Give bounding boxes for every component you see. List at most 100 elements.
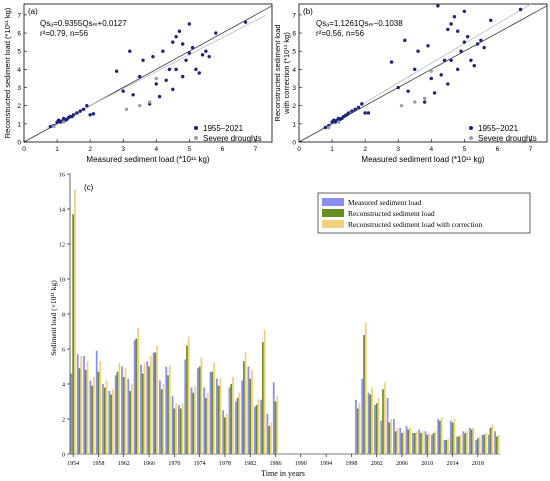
- panel-c-bar-s0-1984: [260, 399, 262, 454]
- panel-c-bar-s0-1969: [165, 366, 168, 454]
- panel-c-bar-s0-1959: [102, 384, 104, 454]
- panel-c-bar-s2-2020: [491, 424, 494, 454]
- panel-c-xtick-label-0: 1954: [67, 461, 79, 467]
- panel-c-bar-s0-1971: [178, 405, 180, 454]
- panel-c-bar-s1-1974: [198, 366, 201, 454]
- panel-c-bar-s2-2008: [415, 431, 418, 454]
- panel-a-point-s0-28: [157, 94, 162, 99]
- panel-c-bar-s0-1968: [159, 380, 161, 454]
- panel-c-bar-s1-2010: [426, 434, 429, 454]
- panel-c-ytick-label-8: 16: [59, 173, 65, 179]
- panel-a-point-s0-43: [194, 67, 198, 72]
- panel-c-xtick-label-11: 1998: [345, 461, 357, 467]
- panel-c-bar-s2-2021: [497, 434, 500, 454]
- panel-c-bar-s2-2011: [434, 431, 437, 454]
- panel-a-xtick-label-7: 7: [254, 146, 258, 153]
- panel-c-bar-s2-2010: [428, 433, 430, 454]
- panel-c-bar-s2-1954: [74, 189, 76, 454]
- panel-c-bar-s2-1959: [105, 380, 108, 454]
- panel-b-ytick-label-5: 5: [292, 49, 296, 56]
- panel-c-bar-s0-1955: [76, 354, 79, 454]
- panel-c-legend-label-1: Measured sediment load: [348, 198, 422, 207]
- panel-c-bar-s2-1977: [219, 378, 222, 454]
- panel-c-bar-s1-1980: [236, 398, 239, 454]
- panel-b-label: (b): [303, 7, 313, 16]
- panel-a-point-s0-16: [85, 103, 89, 108]
- panel-c-bar-s1-1981: [243, 361, 245, 454]
- panel-b-point-s0-19: [389, 60, 394, 64]
- panel-c-bar-s0-1983: [253, 406, 256, 454]
- panel-c-bar-s1-1978: [224, 417, 226, 454]
- panel-c-bar-s1-1986: [274, 401, 277, 454]
- panel-a-frame: [23, 3, 273, 143]
- panel-a-point-s0-32: [171, 40, 175, 44]
- panel-c-bar-s0-2002: [374, 405, 376, 454]
- panel-c-bar-s2-2009: [421, 431, 424, 454]
- panel-c-xtick-label-15: 2014: [447, 461, 459, 467]
- panel-c-xtick-label-6: 1978: [219, 461, 231, 467]
- panel-a-point-s0-13: [75, 111, 79, 115]
- panel-c-bar-s2-2005: [396, 427, 399, 454]
- panel-c-bar-s1-1969: [167, 375, 169, 454]
- panel-b-ytick-label-4: 4: [292, 67, 296, 74]
- panel-c-bar-s2-1983: [257, 399, 260, 454]
- panel-a-xtick-label-1: 1: [55, 146, 59, 153]
- panel-c-bar-s0-2010: [424, 431, 427, 454]
- panel-c-xtick-label-14: 2010: [421, 461, 433, 467]
- panel-c-bar-s1-1971: [179, 408, 182, 454]
- panel-b-equation: Qsₐ=1.1261Qsₘ−0.1038: [316, 19, 403, 28]
- panel-b-xtick-label-1: 1: [330, 146, 334, 153]
- panel-c-bar-s0-2007: [405, 426, 408, 454]
- panel-c-legend-swatch-3: [322, 220, 344, 228]
- panel-c-bar-s2-1968: [162, 384, 165, 454]
- panel-a-point-s0-19: [114, 69, 119, 73]
- panel-b-xtick-label-0: 0: [297, 146, 301, 153]
- panel-c-plot: 0 2 4 6 8 10 12 14 16 1954 1958 1962 1966 1970 1974 197…: [59, 173, 500, 467]
- panel-a-legend-label-2: Severe droughts: [203, 134, 262, 143]
- panel-c-bar-s0-2017: [468, 427, 471, 454]
- panel-c-bar-s0-1976: [209, 371, 212, 454]
- panel-c-bar-s0-2008: [411, 433, 414, 454]
- panel-c-bar-s2-1971: [181, 403, 184, 454]
- panel-b-point-s0-36: [452, 15, 457, 19]
- panel-c-bar-s1-2017: [470, 429, 473, 454]
- panel-b-ytick-label-6: 6: [292, 31, 296, 38]
- panel-a-point-s0-27: [154, 82, 158, 86]
- panel-b-ytick-label-7: 7: [292, 12, 296, 19]
- panel-c-bar-s0-1982: [247, 366, 250, 454]
- panel-b-legend-swatch-1: [469, 126, 473, 130]
- panel-b-legend-swatch-2: [469, 136, 473, 140]
- panel-c-xtick-label-13: 2006: [396, 461, 408, 467]
- panel-c-bar-s1-2000: [363, 335, 365, 454]
- panel-b-frame: [298, 3, 548, 143]
- panel-c-bar-s2-2018: [478, 436, 481, 454]
- panel-a-point-s0-24: [141, 58, 145, 62]
- panel-b-ytick-label-2: 2: [292, 103, 296, 110]
- panel-c-bar-s0-1974: [196, 368, 199, 454]
- panel-c-bar-s2-1966: [149, 356, 152, 454]
- panel-c-bar-s2-1999: [358, 403, 361, 454]
- panel-a-point-s0-44: [197, 71, 201, 75]
- panel-b-point-s0-48: [489, 18, 493, 23]
- panel-c-bar-s0-2009: [418, 429, 421, 454]
- panel-c-bar-s0-1961: [114, 375, 117, 454]
- panel-c-bar-s1-2012: [439, 420, 441, 454]
- panel-c-bar-s0-1962: [121, 366, 123, 454]
- panel-c-bar-s0-2005: [393, 419, 395, 454]
- panel-c-bar-s0-1986: [272, 382, 275, 454]
- panel-b-point-s0-13: [350, 109, 354, 113]
- panel-c-bar-s0-2021: [494, 431, 496, 454]
- panel-c-bar-s2-1958: [99, 361, 102, 454]
- panel-b-point-s0-45: [475, 42, 480, 46]
- panel-c-bar-s1-2019: [483, 434, 486, 454]
- panel-a-point-s0-48: [214, 31, 218, 35]
- panel-a-point-s0-35: [174, 67, 178, 72]
- panel-b-point-s0-30: [439, 73, 443, 77]
- panel-a-point-s0-14: [78, 109, 82, 113]
- panel-c-bar-s1-1973: [192, 392, 195, 454]
- panel-c-bar-s2-2014: [453, 419, 456, 454]
- panel-c-xtick-label-10: 1994: [320, 461, 332, 467]
- panel-c-ytick-label-0: 0: [62, 453, 65, 459]
- panel-c-bar-s2-2000: [364, 322, 367, 454]
- panel-c-bar-s2-1961: [118, 363, 121, 454]
